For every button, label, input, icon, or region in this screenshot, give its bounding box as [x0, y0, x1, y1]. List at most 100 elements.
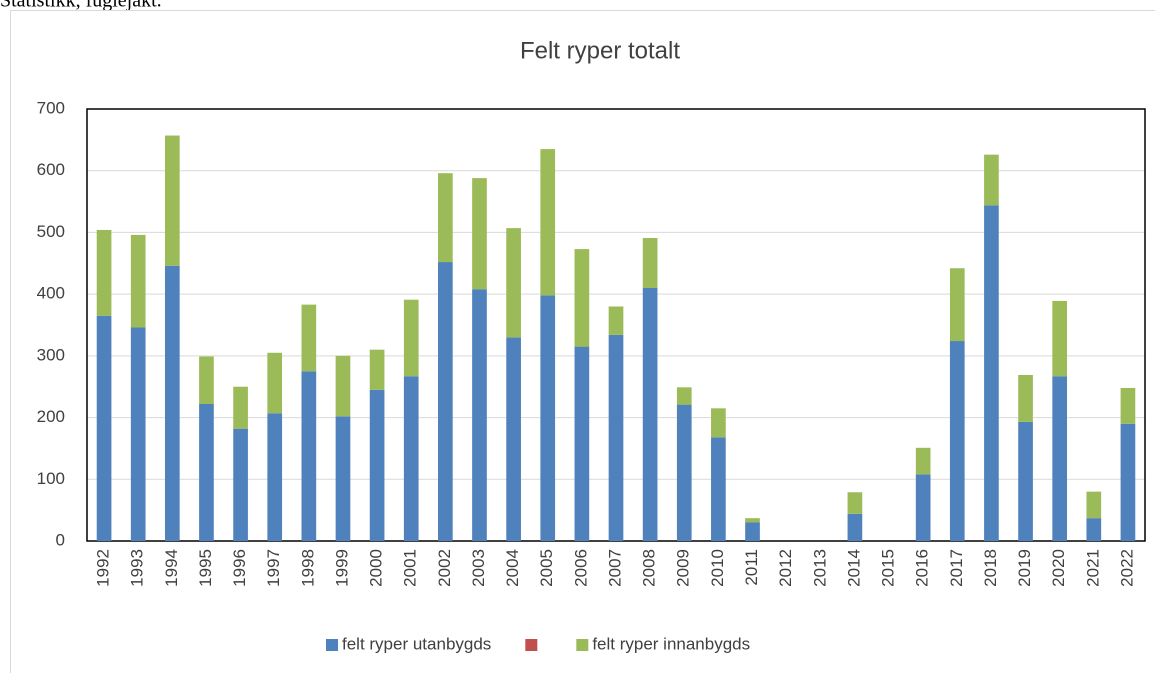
- bar: [677, 387, 692, 404]
- y-tick-label: 200: [37, 407, 65, 426]
- bar: [643, 288, 658, 541]
- x-tick-label: 2003: [469, 549, 488, 587]
- bar: [370, 390, 385, 541]
- bar: [472, 178, 487, 289]
- x-tick-label: 1993: [128, 549, 147, 587]
- x-tick-label: 1995: [196, 549, 215, 587]
- bar: [677, 405, 692, 541]
- bar: [336, 356, 351, 416]
- bar: [916, 448, 931, 475]
- legend-swatch: [525, 639, 537, 651]
- y-tick-label: 100: [37, 469, 65, 488]
- x-tick-label: 2015: [879, 549, 898, 587]
- bar: [984, 205, 999, 541]
- chart-title: Felt ryper totalt: [520, 37, 680, 64]
- x-tick-label: 1996: [230, 549, 249, 587]
- bar: [404, 376, 419, 541]
- x-tick-label: 2009: [674, 549, 693, 587]
- bar: [165, 136, 180, 266]
- y-tick-label: 0: [56, 530, 65, 549]
- bar: [848, 514, 863, 541]
- x-tick-label: 2017: [947, 549, 966, 587]
- y-tick-label: 600: [37, 160, 65, 179]
- x-tick-label: 2022: [1117, 549, 1136, 587]
- legend-label: felt ryper innanbygds: [592, 634, 750, 653]
- bar: [1052, 301, 1067, 376]
- bar: [609, 306, 624, 334]
- bar: [745, 518, 760, 522]
- y-tick-label: 400: [37, 284, 65, 303]
- bar: [199, 356, 214, 404]
- bar: [711, 437, 726, 541]
- bar: [984, 155, 999, 206]
- bar: [506, 337, 521, 541]
- y-tick-label: 700: [37, 98, 65, 117]
- bar: [438, 173, 453, 262]
- bar: [267, 413, 282, 541]
- x-tick-label: 2012: [776, 549, 795, 587]
- bar: [506, 228, 521, 337]
- x-tick-label: 1998: [298, 549, 317, 587]
- bar: [1086, 492, 1101, 519]
- x-tick-label: 2000: [367, 549, 386, 587]
- x-tick-label: 1994: [162, 549, 181, 587]
- bar: [916, 474, 931, 541]
- bar: [848, 492, 863, 514]
- x-tick-label: 2005: [537, 549, 556, 587]
- x-tick-label: 1999: [332, 549, 351, 587]
- x-tick-label: 2002: [435, 549, 454, 587]
- bar: [131, 235, 146, 328]
- legend-label: felt ryper utanbygds: [342, 634, 491, 653]
- bar: [302, 371, 317, 541]
- legend-swatch: [326, 639, 338, 651]
- bar: [97, 316, 112, 541]
- bar: [1018, 375, 1033, 422]
- bar: [267, 353, 282, 413]
- header: Statistikk, fuglejakt.: [0, 0, 162, 12]
- x-tick-label: 2011: [742, 549, 761, 586]
- bar: [950, 268, 965, 341]
- bar: [711, 408, 726, 437]
- x-tick-label: 2008: [640, 549, 659, 587]
- bar: [199, 404, 214, 541]
- bar: [1018, 422, 1033, 541]
- bar: [1086, 518, 1101, 541]
- x-tick-label: 2006: [571, 549, 590, 587]
- x-tick-label: 2010: [708, 549, 727, 587]
- bar: [575, 249, 590, 347]
- x-tick-label: 2016: [913, 549, 932, 587]
- legend-swatch: [576, 639, 588, 651]
- y-tick-label: 500: [37, 222, 65, 241]
- bar: [438, 262, 453, 541]
- x-tick-label: 2007: [605, 549, 624, 587]
- bar: [745, 522, 760, 541]
- bar: [165, 266, 180, 541]
- bar: [950, 341, 965, 541]
- bar: [540, 295, 555, 541]
- bar: [575, 347, 590, 541]
- y-tick-label: 300: [37, 345, 65, 364]
- x-tick-label: 1992: [94, 549, 113, 587]
- x-tick-label: 2020: [1049, 549, 1068, 587]
- x-tick-label: 2014: [844, 549, 863, 587]
- x-tick-label: 2018: [981, 549, 1000, 587]
- bar: [131, 327, 146, 541]
- x-tick-label: 1997: [264, 549, 283, 587]
- x-tick-label: 2019: [1015, 549, 1034, 587]
- bar: [370, 350, 385, 390]
- bar: [1121, 424, 1136, 541]
- x-tick-label: 2021: [1083, 549, 1102, 587]
- bar: [540, 149, 555, 295]
- x-tick-label: 2001: [401, 549, 420, 587]
- bar: [643, 238, 658, 288]
- bar: [97, 230, 112, 316]
- bar: [472, 289, 487, 541]
- bar: [233, 429, 248, 541]
- bar: [1121, 388, 1136, 424]
- bar: [336, 416, 351, 541]
- bar: [609, 335, 624, 541]
- bar: [302, 305, 317, 372]
- x-tick-label: 2013: [810, 549, 829, 587]
